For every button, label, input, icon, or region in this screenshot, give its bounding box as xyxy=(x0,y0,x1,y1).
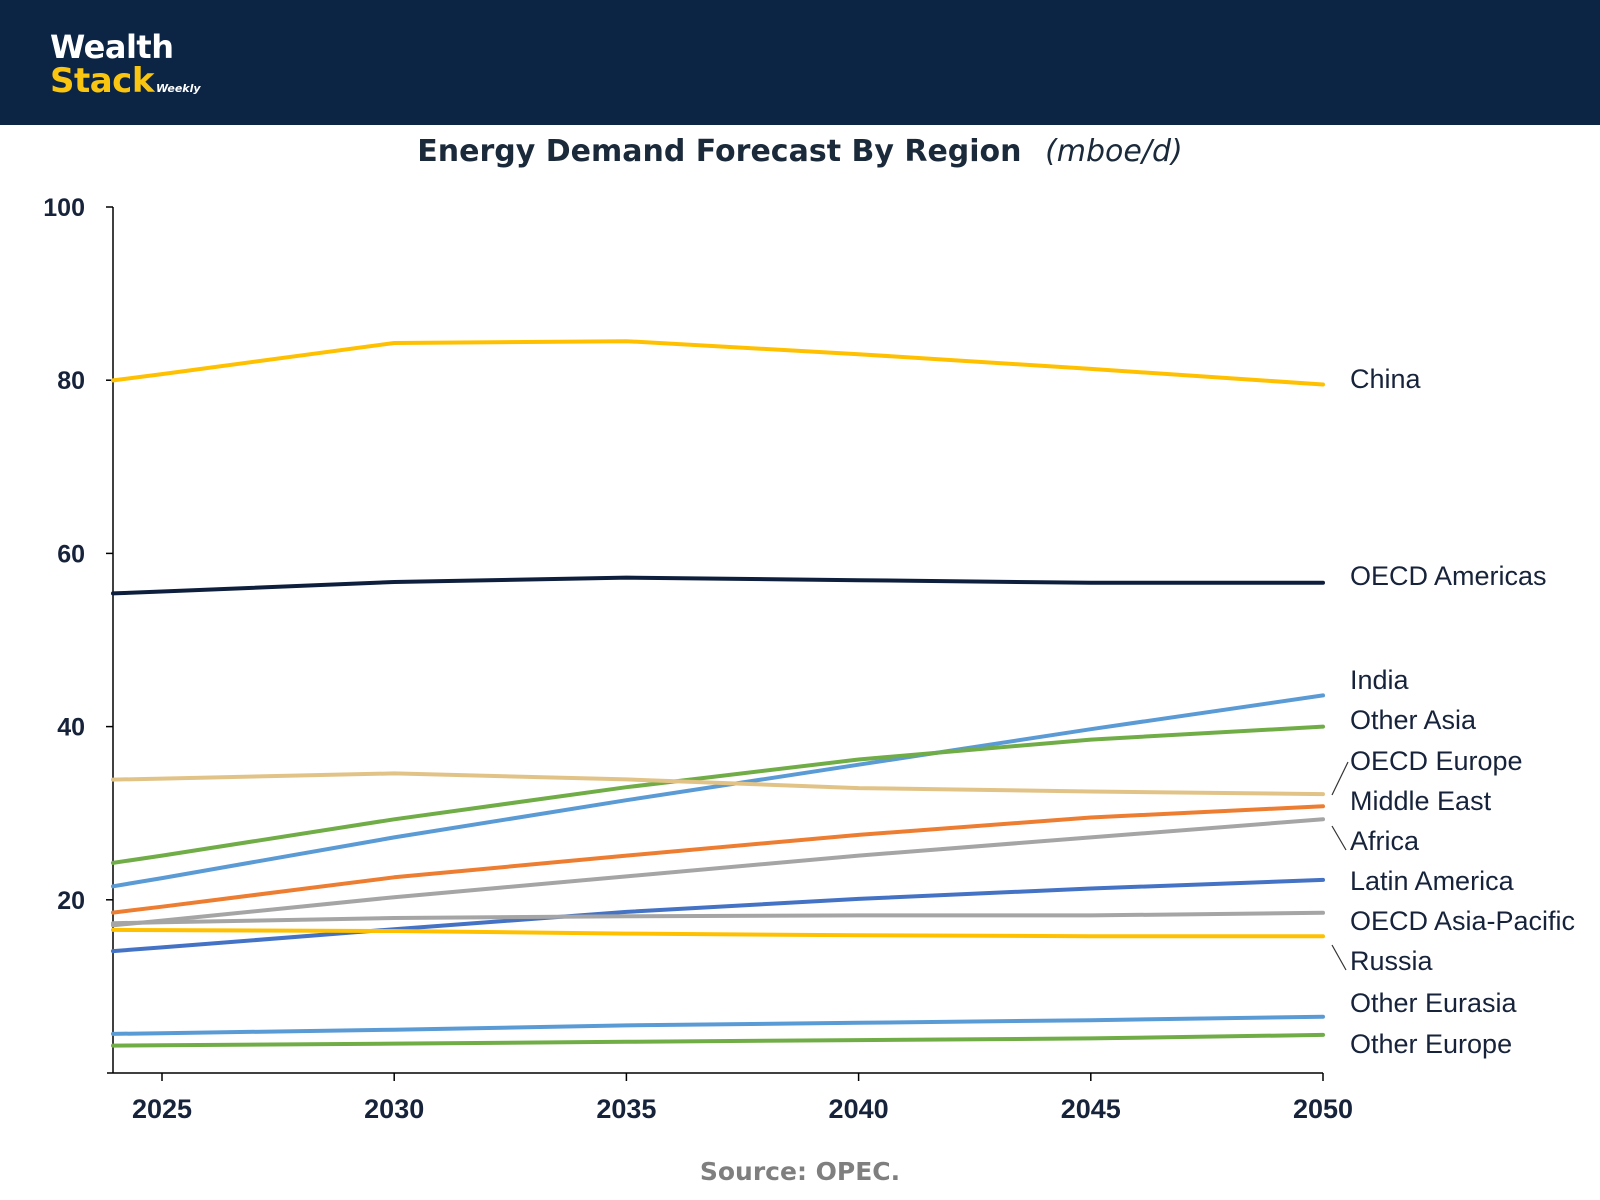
x-tick-label-2050: 2050 xyxy=(1293,1094,1353,1124)
series-label-oecd-americas: OECD Americas xyxy=(1350,561,1547,591)
series-line-other-europe xyxy=(111,1032,1325,1048)
series-label-india: India xyxy=(1350,665,1410,695)
series-label-china: China xyxy=(1350,364,1422,394)
series-label-other-eurasia: Other Eurasia xyxy=(1350,988,1518,1018)
chart-title-text: Energy Demand Forecast By Region xyxy=(417,134,1022,169)
x-tick-label-2025: 2025 xyxy=(132,1094,192,1124)
logo-word-weekly: Weekly xyxy=(155,82,201,95)
series-label-oecd-asia-pacific: OECD Asia-Pacific xyxy=(1350,906,1575,936)
series-line-india xyxy=(111,693,1325,889)
series-label-other-europe: Other Europe xyxy=(1350,1029,1512,1059)
series-line-oecd-europe xyxy=(111,771,1325,797)
chart-unit-text: (mboe/d) xyxy=(1045,134,1183,169)
header-bar: Wealth Stack Weekly xyxy=(0,0,1600,125)
y-tick-label-60: 60 xyxy=(57,540,85,568)
series-label-other-asia: Other Asia xyxy=(1350,705,1477,735)
wealth-stack-logo[interactable]: Wealth Stack Weekly xyxy=(50,30,201,98)
series-line-other-asia xyxy=(111,724,1325,865)
series-line-oecd-americas xyxy=(111,575,1325,596)
series-line-oecd-asia-pacific xyxy=(111,910,1325,926)
y-tick-label-100: 100 xyxy=(43,194,85,222)
series-label-africa: Africa xyxy=(1350,826,1420,856)
series-line-middle-east xyxy=(111,804,1325,915)
x-tick-label-2030: 2030 xyxy=(364,1094,424,1124)
y-tick-label-40: 40 xyxy=(57,714,85,742)
x-tick-label-2035: 2035 xyxy=(596,1094,656,1124)
series-line-china xyxy=(111,339,1325,387)
series-label-latin-america: Latin America xyxy=(1350,866,1515,896)
logo-word-wealth: Wealth xyxy=(50,28,174,66)
leader-oecd-europe xyxy=(1331,761,1349,796)
x-tick-label-2045: 2045 xyxy=(1061,1094,1121,1124)
leader-russia xyxy=(1331,944,1347,971)
chart-title: Energy Demand Forecast By Region (mboe/d… xyxy=(0,134,1600,169)
series-line-russia xyxy=(111,927,1325,939)
leader-africa xyxy=(1331,825,1347,851)
y-tick-label-20: 20 xyxy=(57,887,85,915)
y-tick-label-80: 80 xyxy=(57,367,85,395)
source-note: Source: OPEC. xyxy=(699,1157,901,1186)
series-line-other-eurasia xyxy=(111,1014,1325,1036)
series-label-oecd-europe: OECD Europe xyxy=(1350,746,1523,776)
series-line-latin-america xyxy=(111,877,1325,954)
series-label-middle-east: Middle East xyxy=(1350,786,1492,816)
x-tick-label-2040: 2040 xyxy=(829,1094,889,1124)
logo-word-stack: Stack xyxy=(50,61,154,101)
series-label-russia: Russia xyxy=(1350,946,1434,976)
